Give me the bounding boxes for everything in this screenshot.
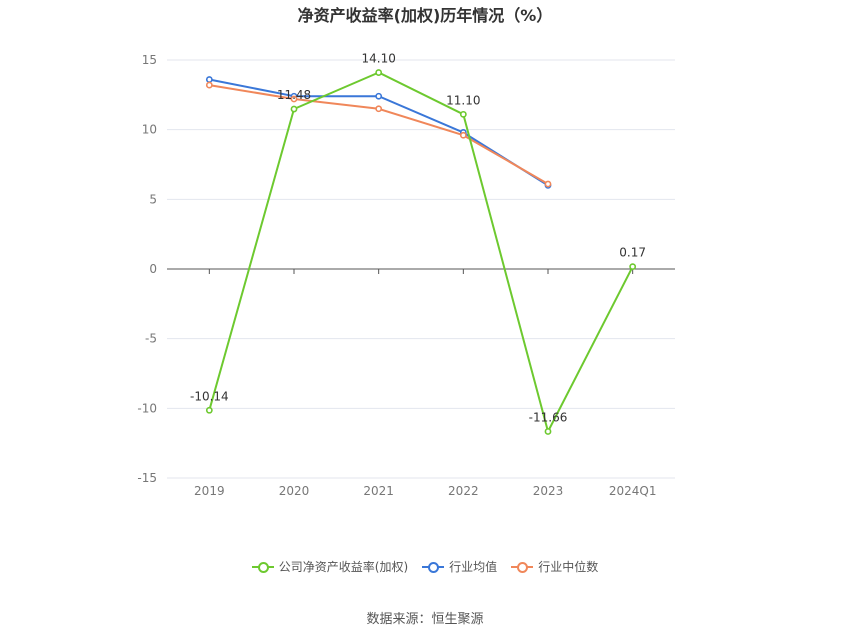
data-point <box>544 428 552 435</box>
data-points <box>205 69 637 435</box>
legend-label: 行业均值 <box>449 560 498 574</box>
data-labels: -10.14 11.48 14.10 11.10 -11.66 0.17 <box>190 52 646 425</box>
grid-lines <box>167 59 675 479</box>
axes: 15 10 5 0 -5 -10 -15 2019 2020 2021 2022 2023 2024Q1 <box>137 53 675 498</box>
data-point <box>205 76 213 83</box>
x-tick-label: 2019 <box>194 484 225 498</box>
x-tick-label: 2023 <box>533 484 564 498</box>
data-point <box>375 105 383 113</box>
data-point <box>459 131 467 139</box>
legend-item[interactable]: 行业中位数 <box>511 558 598 575</box>
data-label: -11.66 <box>529 410 568 424</box>
legend-swatch-icon <box>422 561 445 573</box>
y-tick-label: 5 <box>149 192 157 206</box>
data-point <box>205 81 213 89</box>
y-tick-label: -10 <box>137 401 157 415</box>
data-point <box>544 180 552 188</box>
legend-item[interactable]: 行业均值 <box>422 558 497 575</box>
data-point <box>459 110 467 118</box>
data-point <box>375 69 383 76</box>
data-label: -10.14 <box>190 389 229 403</box>
legend-swatch-icon <box>251 561 274 573</box>
series-line <box>208 71 634 433</box>
y-tick-label: -15 <box>137 471 157 485</box>
data-label: 11.10 <box>446 93 480 107</box>
x-tick-label: 2020 <box>279 484 310 498</box>
x-tick-label: 2021 <box>363 484 394 498</box>
y-tick-label: 0 <box>149 262 157 276</box>
legend-item[interactable]: 公司净资产收益率(加权) <box>251 558 409 575</box>
data-label: 11.48 <box>277 88 311 102</box>
series-lines <box>208 71 634 433</box>
y-tick-label: 15 <box>142 53 157 67</box>
y-tick-label: 10 <box>142 123 157 137</box>
legend-label: 行业中位数 <box>538 560 599 574</box>
x-tick-label: 2024Q1 <box>609 484 657 498</box>
legend: 公司净资产收益率(加权) 行业均值 行业中位数 <box>0 558 850 575</box>
data-label: 0.17 <box>619 246 646 260</box>
data-point <box>290 105 298 113</box>
legend-label: 公司净资产收益率(加权) <box>278 560 409 574</box>
source-note: 数据来源：恒生聚源 <box>366 612 484 627</box>
data-point <box>375 92 383 100</box>
data-label: 14.10 <box>361 52 395 66</box>
data-point <box>629 263 637 271</box>
y-tick-label: -5 <box>145 332 157 346</box>
x-tick-label: 2022 <box>448 484 479 498</box>
data-point <box>205 406 213 414</box>
series-line <box>209 84 549 185</box>
data-point <box>290 95 298 103</box>
chart-title: 净资产收益率(加权)历年情况（%） <box>297 6 553 25</box>
legend-swatch-icon <box>511 561 534 573</box>
